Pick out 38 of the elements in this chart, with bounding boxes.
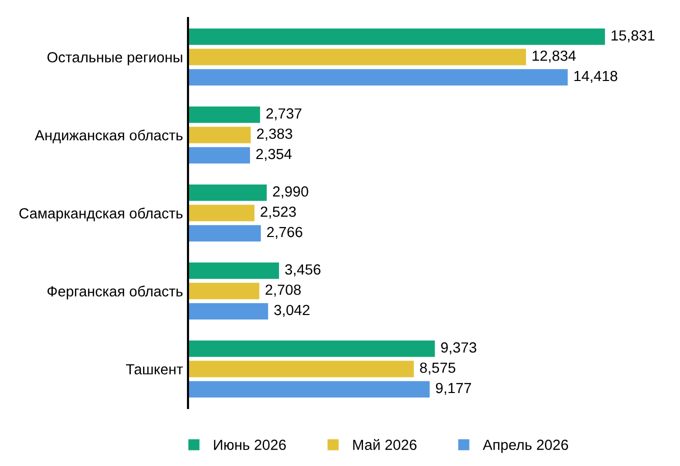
data-label: 2,990: [273, 186, 308, 198]
bar: [188, 360, 414, 378]
bar: [188, 340, 435, 357]
legend-label: Апрель 2026: [482, 440, 568, 453]
data-label: 3,042: [274, 304, 310, 317]
y-tick-label: Остальные регионы: [47, 52, 182, 66]
y-tick-label: Ферганская область: [47, 286, 183, 300]
bar: [188, 126, 251, 144]
data-label: 2,354: [256, 148, 292, 161]
data-label: 2,737: [266, 108, 302, 120]
y-tick-label: Ташкент: [126, 364, 183, 374]
data-label: 3,456: [285, 264, 320, 276]
bar: [188, 184, 267, 201]
data-label: 2,383: [257, 128, 292, 141]
y-tick-label: Самаркандская область: [19, 208, 183, 222]
bar: [188, 381, 430, 398]
bar: [188, 303, 268, 320]
data-label: 9,177: [436, 382, 472, 395]
data-label: 2,766: [267, 226, 302, 239]
bar: [188, 48, 526, 66]
data-label: 2,708: [266, 284, 301, 297]
bar: [188, 69, 568, 86]
data-label: 2,523: [260, 206, 296, 219]
data-label: 8,575: [420, 362, 456, 375]
data-label: 12,834: [532, 50, 576, 63]
bar: [188, 204, 254, 222]
y-tick-label: Андижанская область: [34, 130, 183, 144]
data-label: 9,373: [441, 342, 476, 354]
legend-label: Май 2026: [353, 439, 416, 450]
bar: [188, 225, 261, 242]
legend-label: Июнь 2026: [214, 440, 286, 450]
bar: [188, 282, 260, 300]
bar: [188, 106, 260, 123]
data-label: 14,418: [574, 70, 618, 83]
bar: [188, 147, 250, 164]
bar: [188, 28, 605, 45]
bar: [188, 262, 280, 279]
data-label: 15,831: [612, 30, 654, 42]
